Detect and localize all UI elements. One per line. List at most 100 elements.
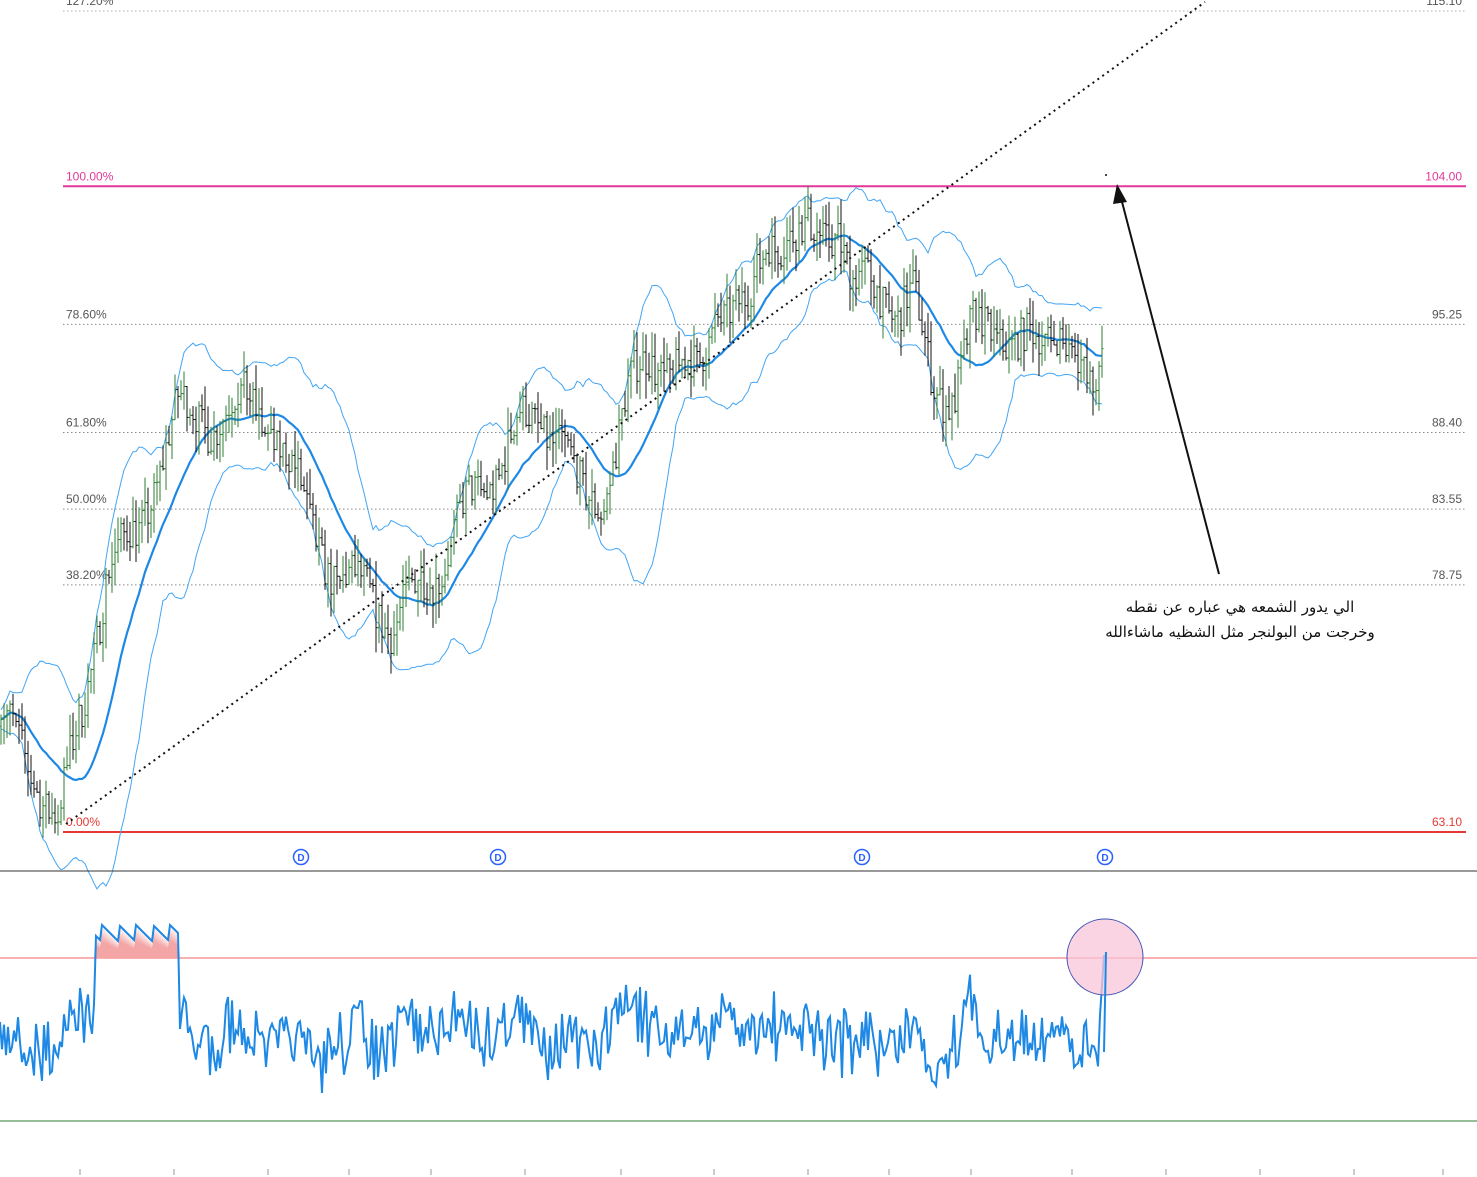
ohlc-bar [911, 249, 915, 284]
ohlc-bar [107, 569, 111, 584]
dividend-marker[interactable]: D [489, 848, 507, 866]
ohlc-bar [893, 310, 897, 337]
ohlc-bar [311, 492, 315, 530]
ohlc-bar [89, 668, 93, 694]
ohlc-bar [23, 716, 27, 774]
ohlc-bar [623, 390, 627, 417]
ohlc-bar [35, 780, 39, 793]
ohlc-bar [686, 359, 690, 381]
annotation: الي يدور الشمعه هي عباره عن نقطه وخرجت م… [1105, 174, 1375, 641]
fibonacci-retracement: 127.20% 115.10 100.00% 104.00 78.60% 95.25 61.… [63, 0, 1466, 833]
ohlc-bar [281, 442, 285, 467]
ohlc-bar [443, 558, 447, 594]
ohlc-bar [101, 612, 105, 662]
dividend-marker[interactable]: D [292, 848, 310, 866]
ohlc-bar [260, 387, 264, 437]
ohlc-bar [644, 334, 648, 399]
ohlc-bar [989, 308, 993, 352]
ohlc-bar [656, 362, 660, 409]
ohlc-bar [722, 300, 726, 336]
ohlc-bar [941, 369, 945, 442]
ohlc-bar [992, 306, 996, 358]
ohlc-bar [233, 405, 237, 426]
ohlc-bar [500, 462, 504, 480]
ohlc-bar [275, 429, 279, 451]
ohlc-bar [329, 548, 333, 617]
ohlc-bar [740, 267, 744, 314]
ohlc-bar [314, 504, 318, 552]
ohlc-bar [569, 432, 573, 456]
dotted-trendline [65, 1, 1206, 825]
ohlc-bar [38, 779, 42, 827]
ohlc-bar [1058, 320, 1062, 364]
ohlc-bar [608, 471, 612, 515]
ohlc-bar [266, 424, 270, 451]
ohlc-bar [668, 353, 672, 393]
ohlc-bar [482, 482, 486, 498]
ohlc-bar [1055, 340, 1059, 357]
ohlc-bar [1013, 316, 1017, 361]
ohlc-bar [92, 632, 96, 695]
dividend-marker[interactable]: D [1096, 848, 1114, 866]
ohlc-bar [851, 269, 855, 312]
ohlc-bar [572, 433, 576, 463]
ohlc-bar [0, 714, 3, 745]
ohlc-bar [1082, 356, 1086, 382]
ohlc-bar [365, 558, 369, 577]
ohlc-bar [884, 286, 888, 308]
ohlc-bar [131, 496, 135, 549]
ohlc-bar [914, 255, 918, 292]
fib-level-price: 83.55 [1432, 492, 1462, 506]
ohlc-bar [356, 539, 360, 587]
ohlc-bar [113, 528, 117, 586]
ohlc-bar [185, 385, 189, 432]
ohlc-bar [827, 201, 831, 262]
ohlc-bar [431, 585, 435, 628]
ohlc-bar [1049, 314, 1053, 353]
ohlc-bar [863, 246, 867, 285]
ohlc-bar [620, 408, 624, 441]
ohlc-bar [1076, 333, 1080, 391]
ohlc-bar [269, 406, 273, 434]
ohlc-bar [629, 357, 633, 399]
ohlc-bar [785, 217, 789, 271]
ohlc-bar [554, 407, 558, 464]
ohlc-bar [776, 246, 780, 278]
ohlc-bar [350, 550, 354, 584]
ohlc-bar [614, 442, 618, 470]
ohlc-bar [422, 548, 426, 608]
ohlc-bar [497, 458, 501, 481]
ohlc-bar [1073, 332, 1077, 363]
dividend-marker[interactable]: D [853, 848, 871, 866]
upper-band [0, 187, 1103, 711]
ohlc-bar [716, 303, 720, 328]
ohlc-bar [374, 561, 378, 653]
ohlc-bar [890, 296, 894, 333]
ohlc-bar [542, 414, 546, 434]
ohlc-bar [1004, 331, 1008, 361]
ohlc-bar [959, 341, 963, 385]
ohlc-bar [278, 420, 282, 472]
ohlc-bar [104, 567, 108, 649]
ohlc-bar [986, 305, 990, 322]
ohlc-bar [797, 205, 801, 262]
ohlc-bar [653, 333, 657, 393]
ohlc-bar [725, 273, 729, 328]
ohlc-bar [944, 395, 948, 447]
ohlc-bar [908, 264, 912, 333]
ohlc-bar [2, 703, 6, 745]
ohlc-bar [230, 397, 234, 438]
ohlc-bar [1094, 379, 1098, 406]
ohlc-bar [962, 319, 966, 360]
ohlc-bar [1064, 324, 1068, 363]
trendline [65, 1, 1206, 825]
ohlc-bar [1019, 309, 1023, 367]
ohlc-bar [1088, 361, 1092, 394]
ohlc-bar [509, 412, 513, 444]
ohlc-bar [287, 453, 291, 490]
ohlc-bar [662, 337, 666, 392]
ohlc-bar [305, 472, 309, 520]
ohlc-bar [98, 621, 102, 646]
ohlc-bar [362, 558, 366, 596]
